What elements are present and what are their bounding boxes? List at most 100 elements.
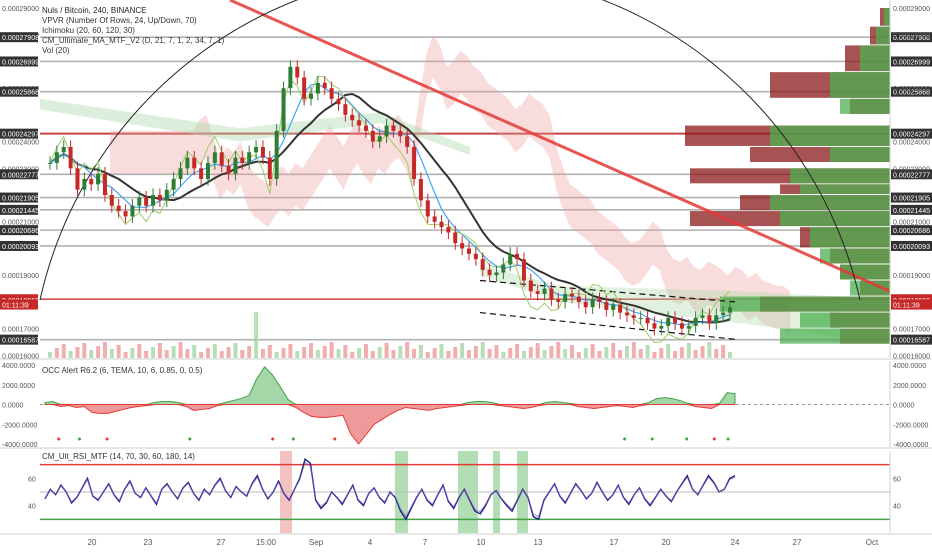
price-tag-left (0, 240, 38, 251)
price-tag-right-text: 01:11:39 (893, 303, 920, 310)
candle-body (556, 299, 561, 302)
price-pane[interactable]: 0.00029000 0.00028000 0.00026000 0.00024000… (0, 0, 932, 360)
candle-body (123, 211, 128, 217)
volume-profile-bar-up (800, 184, 890, 195)
candle-body (102, 173, 107, 196)
candle-body (638, 317, 643, 319)
candle-body (164, 189, 169, 201)
price-tag-left (0, 56, 38, 67)
volume-bar (68, 351, 73, 358)
candle-body (425, 200, 430, 217)
time-tick-label: 27 (793, 538, 802, 547)
candle-body (109, 195, 114, 206)
volume-bar (508, 348, 513, 358)
volume-bar (631, 342, 636, 358)
price-tag-right (891, 225, 932, 236)
candle-body (714, 315, 719, 324)
candle-body (721, 312, 726, 316)
volume-bar (102, 342, 107, 358)
rsi-tick-left: 40 (28, 504, 36, 511)
candle-body (570, 293, 575, 297)
signal-dot (333, 437, 337, 441)
candle-body (418, 179, 423, 201)
candle-body (281, 88, 286, 131)
legend-volume[interactable]: Vol (20) (42, 46, 70, 55)
volume-bar (412, 349, 417, 358)
volume-bar (521, 351, 526, 358)
volume-bar (700, 346, 705, 358)
volume-bar (315, 350, 320, 358)
occ-tick-left: 4000.0000 (2, 363, 35, 370)
candle-body (473, 253, 478, 260)
legend-ichimoku[interactable]: Ichimoku (20, 60, 120, 30) (42, 26, 135, 35)
price-tag-right-text: 0.00016587 (893, 338, 930, 345)
signal-dot (712, 437, 716, 441)
volume-bar (329, 342, 334, 358)
volume-bar (624, 346, 629, 358)
price-axis-tick: 0.00021000 (893, 220, 930, 227)
volume-bar (260, 349, 265, 358)
volume-bar (82, 343, 87, 358)
volume-bar (590, 344, 595, 358)
candle-body (370, 130, 375, 142)
volume-bar (288, 344, 293, 358)
volume-bar (707, 342, 712, 358)
price-tag-left (0, 225, 38, 236)
price-tag-left-text: 0.00021905 (2, 196, 39, 203)
ichimoku-cloud-green (480, 264, 840, 337)
candle-body (728, 307, 732, 313)
legend-cm-ma[interactable]: CM_Ultimate_MA_MTF_V2 (D, 21, 7, 1, 2, 3… (42, 36, 225, 45)
candle-body (398, 130, 403, 137)
volume-profile-bar-up (810, 227, 890, 248)
volume-bar (418, 345, 423, 358)
signal-dot (623, 437, 627, 441)
volume-profile-bar-up (720, 296, 890, 312)
candle-body (439, 221, 444, 228)
candle-body (309, 93, 314, 99)
legend-vpvr[interactable]: VPVR (Number Of Rows, 24, Up/Down, 70) (42, 16, 197, 25)
volume-bar (137, 344, 142, 358)
price-tag-right (891, 299, 932, 310)
symbol-title[interactable]: Nuls / Bitcoin, 240, BINANCE (42, 6, 147, 15)
price-tag-right-text: 0.00020686 (893, 228, 930, 235)
volume-bar (205, 348, 210, 358)
candle-body (260, 146, 265, 158)
signal-dot (271, 437, 275, 441)
volume-bar (274, 352, 279, 358)
candle-body (549, 288, 554, 300)
volume-bar (693, 350, 698, 358)
time-tick-label: 4 (368, 538, 373, 547)
volume-bar (686, 343, 691, 358)
candle-body (597, 299, 602, 302)
signal-dot (650, 437, 654, 441)
rsi-tick-right: 60 (893, 476, 901, 483)
price-tag-right (891, 192, 932, 203)
volume-bar (144, 351, 149, 358)
volume-bar (151, 347, 156, 358)
candle-body (212, 152, 217, 163)
volume-bar (254, 312, 259, 358)
candle-body (205, 162, 210, 179)
volume-bar (611, 343, 616, 358)
candle-body (521, 259, 526, 281)
candle-body (686, 325, 691, 329)
occ-alert-pane[interactable]: 4000.0000 4000.0000 2000.0000 2000.0000 0.00… (2, 363, 929, 449)
candle-body (302, 77, 307, 99)
candle-body (673, 317, 678, 324)
candle-body (226, 165, 231, 174)
volume-bar (542, 350, 547, 358)
candle-body (432, 216, 437, 222)
rsi-pane[interactable]: 60 60 40 40 (28, 451, 901, 533)
candle-body (288, 66, 293, 89)
volume-bar (233, 343, 238, 358)
occ-label[interactable]: OCC Alert R6.2 (6, TEMA, 10, 6, 0.85, 0,… (42, 366, 203, 375)
rsi-label[interactable]: CM_Ult_RSI_MTF (14, 70, 30, 60, 180, 14) (42, 452, 195, 461)
price-tag-left (0, 169, 38, 180)
volume-bar (75, 347, 80, 358)
price-tag-left-text: 0.00027908 (2, 35, 39, 42)
price-tick-label: 0.00016000 (2, 353, 39, 360)
price-tag-left-text: 0.00020686 (2, 228, 39, 235)
volume-bar (659, 348, 664, 358)
